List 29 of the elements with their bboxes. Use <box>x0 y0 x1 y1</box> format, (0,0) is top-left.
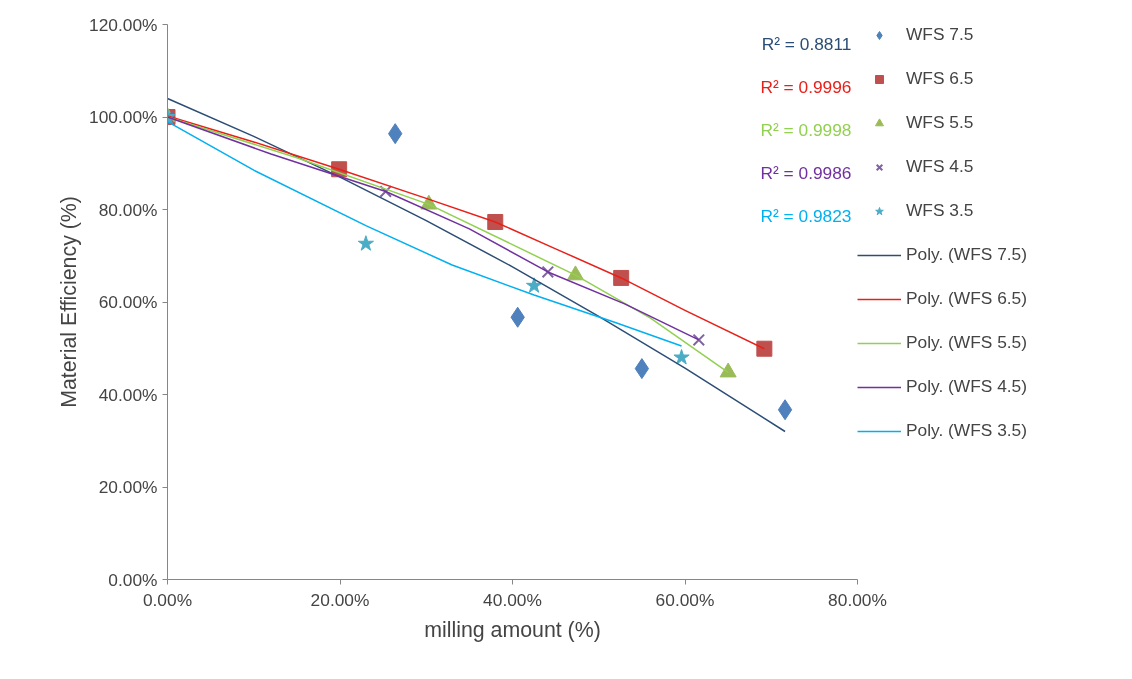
x-tick-label: 40.00% <box>483 589 542 610</box>
x-tick-label: 0.00% <box>142 589 193 610</box>
annotation: R² = 0.8811 <box>761 33 852 54</box>
y-tick-label: 100.00% <box>89 107 158 127</box>
legend-label: Poly. (WFS 3.5) <box>906 420 1027 441</box>
legend-label: WFS 3.5 <box>906 200 974 221</box>
y-tick-label: 60.00% <box>98 292 158 312</box>
legend-label: WFS 6.5 <box>906 68 974 89</box>
annotation: R² = 0.9998 <box>760 119 852 140</box>
legend-label: WFS 7.5 <box>906 24 974 45</box>
legend-label: Poly. (WFS 6.5) <box>906 288 1027 309</box>
y-tick-label: 20.00% <box>98 477 158 497</box>
y-tick-label: 40.00% <box>98 384 158 405</box>
legend-label: Poly. (WFS 7.5) <box>906 244 1027 265</box>
annotation: R² = 0.9986 <box>760 162 852 183</box>
legend-label: Poly. (WFS 4.5) <box>906 376 1027 397</box>
legend-label: Poly. (WFS 5.5) <box>906 332 1027 353</box>
annotation: R² = 0.9996 <box>760 76 852 97</box>
x-axis-title: milling amount (%) <box>424 617 601 642</box>
x-tick-label: 80.00% <box>828 589 887 610</box>
y-tick-label: 0.00% <box>108 569 158 590</box>
legend-label: WFS 4.5 <box>906 156 974 177</box>
y-axis-title: Material Efficiency (%) <box>57 196 82 408</box>
y-tick-label: 120.00% <box>89 14 158 35</box>
legend-label: WFS 5.5 <box>906 112 974 133</box>
y-tick-label: 80.00% <box>98 199 158 220</box>
annotation: R² = 0.9823 <box>760 205 852 226</box>
x-tick-label: 20.00% <box>310 589 370 610</box>
x-tick-label: 60.00% <box>655 589 715 610</box>
